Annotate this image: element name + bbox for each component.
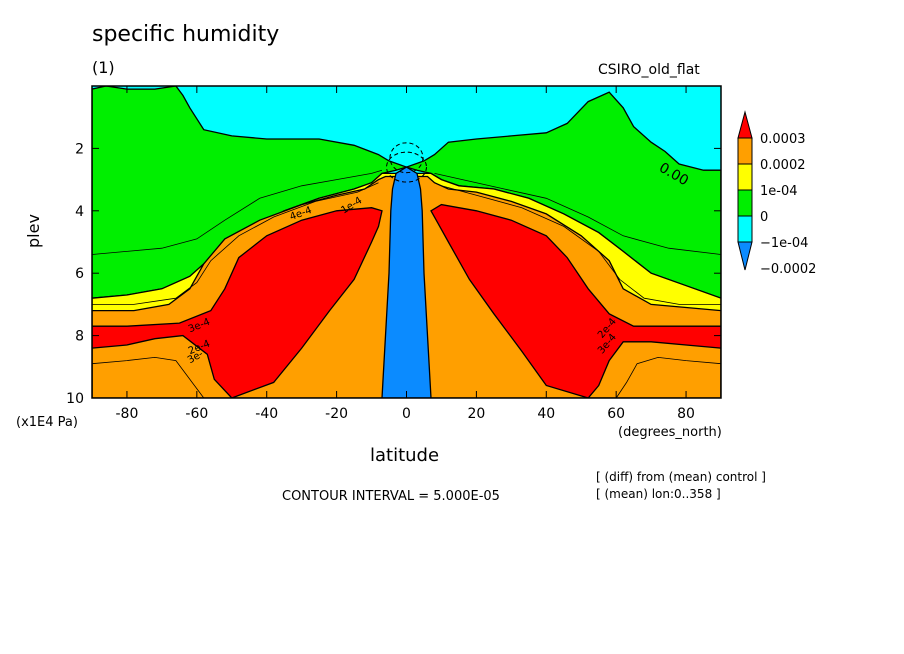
x-tick-label: -20 [325,406,348,422]
colorbar-label: −0.0002 [760,262,816,277]
diff-note: [ (diff) from (mean) control ] [596,470,766,484]
colorbar-label: 0.0002 [760,158,806,173]
x-tick-label: 60 [607,406,625,422]
colorbar-label: 1e-04 [760,184,798,199]
y-axis-label: plev [24,214,43,248]
colorbar-box-yellow [737,163,753,191]
model-label: CSIRO_old_flat [598,62,700,78]
colorbar-top-triangle [737,110,753,139]
contour-region-5-blue [381,166,432,398]
x-tick-label: -60 [185,406,208,422]
contour-line-2 [434,173,721,255]
contour-line-1 [92,182,379,305]
colorbar-label: 0.0003 [760,132,806,147]
contour-region-3-red [92,207,383,398]
mean-note: [ (mean) lon:0..358 ] [596,487,721,501]
negative-contour-1 [386,151,427,183]
x-tick-label: 40 [537,406,555,422]
chart-subtitle: (1) [92,58,115,77]
x-tick-label: 80 [677,406,695,422]
x-tick-label: 20 [467,406,485,422]
colorbar-box-orange [737,137,753,165]
x-axis-label: latitude [370,445,440,466]
y-tick-label: 4 [75,204,84,220]
colorbar-box-cyan [737,215,753,243]
contour-region-4-red [430,203,721,398]
contour-line-0 [92,169,383,255]
colorbar-box-green [737,189,753,217]
colorbar-label: 0 [760,210,768,225]
contour-line-3 [441,185,721,305]
contour-line-4 [92,356,205,398]
y-tick-label: 2 [75,141,84,157]
x-tick-label: -80 [116,406,139,422]
negative-contour-3 [389,142,424,174]
contour-interval: CONTOUR INTERVAL = 5.000E-05 [282,489,500,504]
contour-line-5 [615,356,721,398]
y-tick-label: 6 [75,266,84,282]
y-tick-label: 8 [75,329,84,345]
colorbar-bottom-triangle [737,241,753,271]
colorbar-label: −1e-04 [760,236,808,251]
y-axis-unit: (x1E4 Pa) [16,415,78,430]
y-tick-label: 10 [66,391,84,407]
chart-title: specific humidity [92,22,280,47]
x-tick-label: 0 [402,406,411,422]
x-tick-label: -40 [255,406,278,422]
x-axis-unit: (degrees_north) [618,425,722,440]
